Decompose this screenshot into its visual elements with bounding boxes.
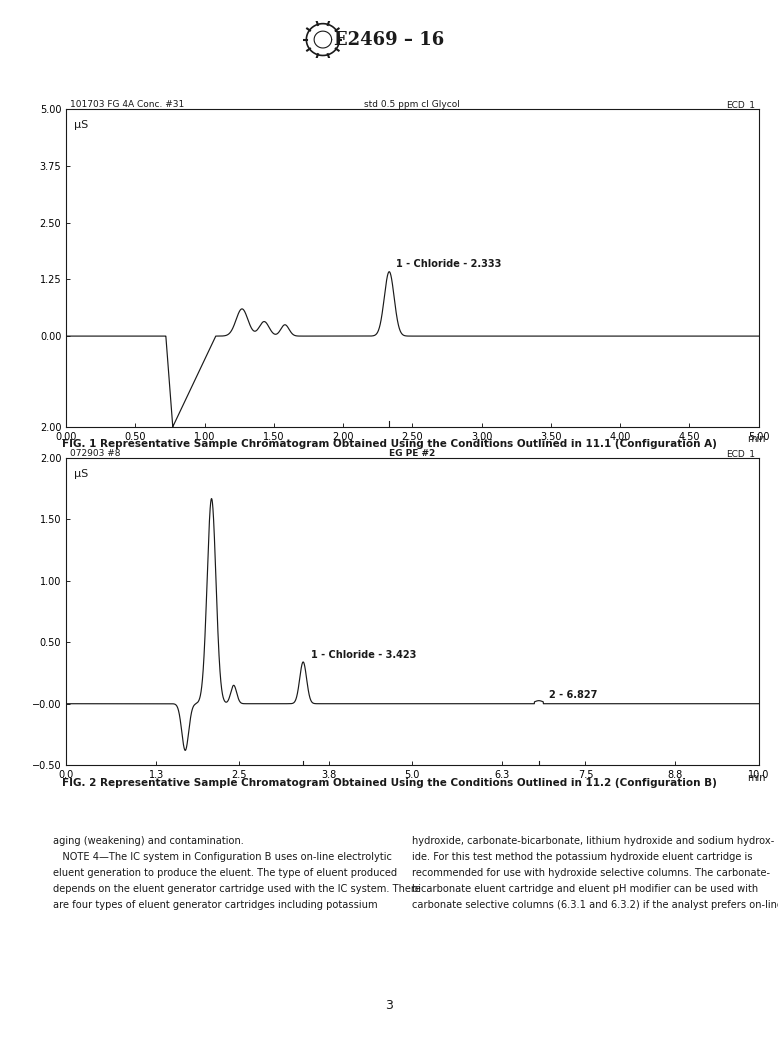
- Text: ECD_1: ECD_1: [726, 449, 755, 458]
- Text: min: min: [747, 434, 766, 443]
- Text: ECD_1: ECD_1: [726, 100, 755, 109]
- Text: NOTE 4—The IC system in Configuration B uses on-line electrolytic: NOTE 4—The IC system in Configuration B …: [53, 852, 392, 862]
- Text: depends on the eluent generator cartridge used with the IC system. There: depends on the eluent generator cartridg…: [53, 884, 421, 894]
- Text: FIG. 2 Representative Sample Chromatogram Obtained Using the Conditions Outlined: FIG. 2 Representative Sample Chromatogra…: [61, 778, 717, 788]
- Text: 1 - Chloride - 2.333: 1 - Chloride - 2.333: [396, 259, 502, 270]
- Text: aging (weakening) and contamination.: aging (weakening) and contamination.: [53, 836, 244, 846]
- Text: min: min: [747, 772, 766, 783]
- Text: 101703 FG 4A Conc. #31: 101703 FG 4A Conc. #31: [69, 100, 184, 109]
- Text: ide. For this test method the potassium hydroxide eluent cartridge is: ide. For this test method the potassium …: [412, 852, 753, 862]
- Text: eluent generation to produce the eluent. The type of eluent produced: eluent generation to produce the eluent.…: [53, 868, 397, 879]
- Text: are four types of eluent generator cartridges including potassium: are four types of eluent generator cartr…: [53, 900, 377, 911]
- Text: 1 - Chloride - 3.423: 1 - Chloride - 3.423: [311, 651, 417, 660]
- Text: 3: 3: [385, 999, 393, 1012]
- Text: μS: μS: [75, 121, 89, 130]
- Text: std 0.5 ppm cl Glycol: std 0.5 ppm cl Glycol: [364, 100, 461, 109]
- Text: recommended for use with hydroxide selective columns. The carbonate-: recommended for use with hydroxide selec…: [412, 868, 770, 879]
- Text: EG PE #2: EG PE #2: [389, 449, 436, 458]
- Text: bicarbonate eluent cartridge and eluent pH modifier can be used with: bicarbonate eluent cartridge and eluent …: [412, 884, 759, 894]
- Text: hydroxide, carbonate-bicarbonate, lithium hydroxide and sodium hydrox-: hydroxide, carbonate-bicarbonate, lithiu…: [412, 836, 775, 846]
- Text: FIG. 1 Representative Sample Chromatogram Obtained Using the Conditions Outlined: FIG. 1 Representative Sample Chromatogra…: [61, 439, 717, 450]
- Text: μS: μS: [75, 468, 89, 479]
- Text: 2 - 6.827: 2 - 6.827: [549, 690, 598, 701]
- Text: E2469 – 16: E2469 – 16: [334, 30, 444, 49]
- Text: carbonate selective columns (6.3.1 and 6.3.2) if the analyst prefers on-line: carbonate selective columns (6.3.1 and 6…: [412, 900, 778, 911]
- Text: 072903 #8: 072903 #8: [69, 449, 120, 458]
